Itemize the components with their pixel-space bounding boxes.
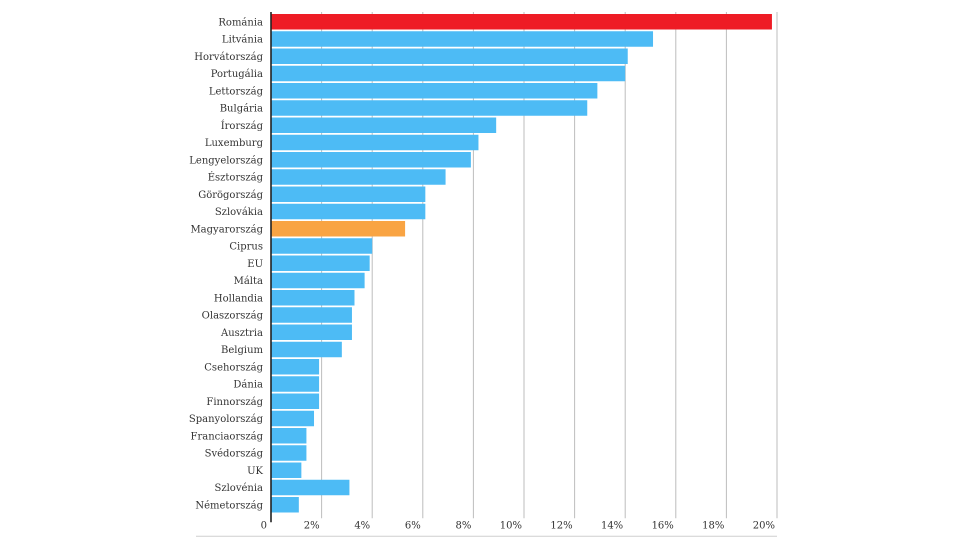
x-tick-label: 4%	[354, 520, 370, 531]
bar-23	[271, 410, 315, 427]
bar-8	[271, 152, 471, 168]
bar-25	[271, 445, 307, 461]
category-label: Szlovákia	[215, 207, 263, 218]
bar-10	[271, 186, 426, 202]
bar-9	[271, 169, 446, 185]
category-label: Franciaország	[191, 431, 264, 442]
bar-28	[271, 497, 299, 513]
bar-21	[271, 376, 320, 392]
category-label: Málta	[234, 276, 263, 287]
category-label: Csehország	[204, 362, 263, 373]
category-label: UK	[247, 466, 263, 477]
x-tick-label: 8%	[456, 520, 472, 531]
bar-0	[271, 14, 772, 30]
x-tick-label: 14%	[601, 520, 623, 531]
bars	[271, 14, 772, 513]
bar-5	[271, 100, 588, 116]
bar-11	[271, 203, 426, 220]
bar-20	[271, 359, 320, 375]
bar-24	[271, 428, 307, 444]
bar-12	[271, 221, 406, 237]
category-label: Írország	[221, 120, 264, 132]
category-label: Spanyolország	[189, 414, 264, 425]
bar-18	[271, 324, 352, 340]
category-label: Lettország	[209, 86, 264, 97]
x-tick-label: 16%	[652, 520, 674, 531]
bar-13	[271, 238, 373, 254]
bar-14	[271, 255, 370, 271]
category-label: Magyarország	[190, 224, 263, 235]
category-label: Portugália	[211, 69, 263, 80]
bar-4	[271, 83, 598, 99]
category-label: Ausztria	[220, 328, 263, 339]
category-label: Litvánia	[222, 35, 263, 46]
category-label: Ciprus	[229, 242, 263, 253]
category-label: Belgium	[221, 345, 264, 356]
bar-3	[271, 65, 626, 82]
bar-26	[271, 462, 302, 478]
bar-15	[271, 272, 365, 289]
category-labels: Románia Litvánia Horvátország Portugália Let…	[189, 17, 264, 511]
category-label: EU	[247, 259, 263, 270]
bar-2	[271, 48, 628, 64]
x-tick-label: 0	[261, 520, 267, 531]
bar-6	[271, 117, 497, 133]
axes	[196, 12, 777, 537]
category-label: Olaszország	[202, 311, 264, 322]
category-label: Horvátország	[194, 52, 263, 63]
x-tick-label: 18%	[702, 520, 724, 531]
bar-27	[271, 479, 350, 496]
category-label: Luxemburg	[205, 138, 264, 149]
category-label: Románia	[218, 17, 263, 28]
x-tick-label: 20%	[753, 520, 775, 531]
category-label: Bulgária	[220, 104, 263, 115]
category-label: Görögország	[198, 190, 263, 201]
bar-7	[271, 134, 479, 151]
category-label: Svédország	[205, 449, 264, 460]
bar-19	[271, 341, 342, 358]
bar-17	[271, 307, 352, 323]
category-label: Dánia	[233, 380, 263, 391]
category-label: Hollandia	[214, 293, 263, 304]
x-tick-label: 12%	[550, 520, 572, 531]
category-label: Lengyelország	[189, 155, 263, 166]
x-tick-label: 2%	[304, 520, 320, 531]
category-label: Észtország	[208, 172, 264, 184]
x-tick-labels: 0 2% 4% 6% 8% 10% 12% 14% 16% 18% 20%	[261, 520, 775, 531]
x-tick-label: 6%	[405, 520, 421, 531]
category-label: Szlovénia	[214, 483, 263, 494]
category-label: Németország	[195, 500, 263, 511]
bar-22	[271, 393, 320, 409]
category-label: Finnország	[206, 397, 263, 408]
bar-1	[271, 31, 654, 47]
bar-16	[271, 290, 355, 306]
x-tick-label: 10%	[500, 520, 522, 531]
